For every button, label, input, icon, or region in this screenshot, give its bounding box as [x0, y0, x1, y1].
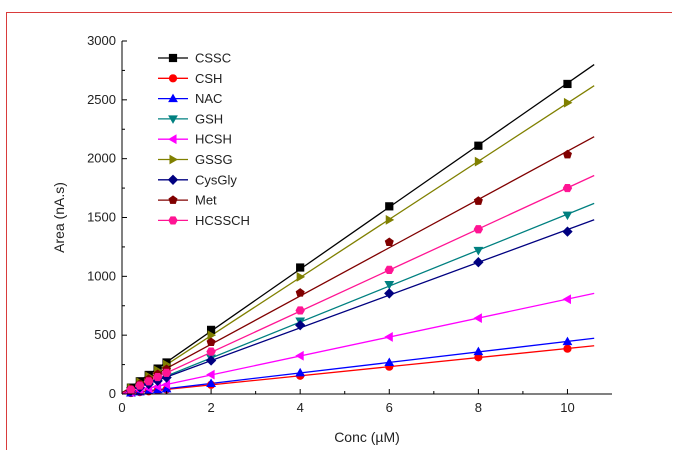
- point-gsh: [562, 211, 573, 221]
- point-nac: [295, 367, 306, 377]
- fit-line-hcsh: [121, 292, 595, 395]
- legend-marker-hcssch: [168, 216, 178, 225]
- legend-label-hcsh: HCSH: [195, 132, 232, 147]
- point-hcssch: [384, 265, 394, 274]
- fit-line-nac: [121, 337, 595, 395]
- legend-label-nac: NAC: [195, 91, 222, 106]
- legend-label-cysgly: CysGly: [195, 172, 237, 187]
- point-gssg: [296, 272, 306, 282]
- point-cssc: [296, 263, 305, 272]
- legend-label-cssc: CSSC: [195, 51, 231, 66]
- point-cssc: [474, 141, 483, 150]
- point-gssg: [563, 97, 573, 108]
- point-cssc: [385, 202, 394, 211]
- point-gsh: [384, 281, 395, 290]
- y-tick-label: 1000: [87, 268, 116, 283]
- point-csh: [563, 344, 572, 353]
- point-hcsh: [473, 313, 482, 323]
- x-tick-label: 10: [560, 400, 574, 415]
- point-hcssch: [161, 368, 172, 377]
- legend-marker-csh: [168, 74, 178, 83]
- legend-marker-cysgly: [167, 174, 179, 185]
- point-hcssch: [473, 225, 484, 234]
- y-tick-label: 3000: [87, 33, 116, 48]
- legend-marker-hcsh: [168, 134, 177, 145]
- y-tick-label: 500: [94, 327, 116, 342]
- point-hcsh: [161, 379, 171, 390]
- y-tick-label: 2000: [87, 151, 116, 166]
- point-met: [384, 237, 394, 247]
- point-cysgly: [295, 319, 306, 331]
- point-cysgly: [562, 226, 573, 237]
- point-met: [206, 337, 216, 347]
- fit-line-csh: [121, 345, 595, 395]
- fit-line-hcssch: [121, 174, 595, 395]
- point-hcssch: [562, 183, 573, 193]
- legend-label-gsh: GSH: [195, 111, 223, 126]
- point-cssc: [563, 79, 572, 89]
- legend: CSSC CSH NAC GSH HCSH GSSG CysGly Met HCSSCH: [158, 51, 250, 228]
- point-hcssch: [144, 377, 154, 386]
- legend-marker-gsh: [168, 115, 178, 124]
- x-tick-label: 6: [386, 400, 393, 415]
- data-markers: [125, 79, 573, 398]
- legend-label-gssg: GSSG: [195, 152, 233, 167]
- y-tick-label: 2500: [87, 92, 116, 107]
- point-met: [295, 288, 305, 297]
- fit-line-cysgly: [121, 219, 595, 395]
- x-tick-label: 8: [475, 400, 482, 415]
- chart-frame: [6, 12, 672, 450]
- point-hcssch: [152, 372, 163, 382]
- legend-label-csh: CSH: [195, 71, 222, 86]
- legend-label-met: Met: [195, 193, 217, 208]
- legend-label-hcssch: HCSSCH: [195, 213, 250, 228]
- fit-line-gsh: [121, 202, 595, 395]
- legend-marker-gssg: [169, 154, 178, 165]
- legend-marker-met: [168, 195, 178, 204]
- axes: 0 2 4 6 8 10 0 500 1000 1500 2000 2500 3000: [87, 33, 612, 415]
- point-cysgly: [473, 257, 484, 268]
- x-tick-label: 0: [118, 400, 125, 415]
- point-hcssch: [295, 306, 305, 315]
- point-hcssch: [135, 381, 145, 390]
- point-hcsh: [206, 369, 215, 380]
- legend-marker-cssc: [168, 53, 178, 63]
- fit-line-gssg: [121, 85, 595, 395]
- point-met: [562, 149, 572, 159]
- x-axis-title: Conc (µM): [334, 429, 400, 445]
- x-tick-label: 4: [297, 400, 304, 415]
- x-tick-label: 2: [207, 400, 214, 415]
- fit-lines: [121, 64, 595, 395]
- point-gsh: [473, 246, 484, 256]
- point-gssg: [385, 214, 395, 225]
- fit-line-met: [121, 136, 595, 394]
- point-nac: [384, 357, 395, 366]
- point-cysgly: [384, 288, 395, 299]
- point-hcsh: [384, 332, 393, 342]
- point-hcssch: [126, 385, 136, 394]
- point-hcsh: [562, 294, 571, 305]
- fit-line-cssc: [121, 64, 595, 394]
- legend-marker-nac: [168, 93, 178, 103]
- point-nac: [206, 378, 216, 387]
- point-hcssch: [206, 347, 216, 356]
- point-nac: [562, 336, 573, 346]
- point-nac: [473, 346, 484, 356]
- y-axis-title: Area (nA.s): [51, 182, 67, 253]
- y-tick-label: 1500: [87, 210, 116, 225]
- point-hcsh: [295, 350, 304, 361]
- y-tick-label: 0: [109, 386, 116, 401]
- point-gssg: [207, 330, 217, 341]
- point-cysgly: [205, 355, 217, 366]
- point-gssg: [474, 156, 484, 167]
- point-met: [473, 196, 483, 205]
